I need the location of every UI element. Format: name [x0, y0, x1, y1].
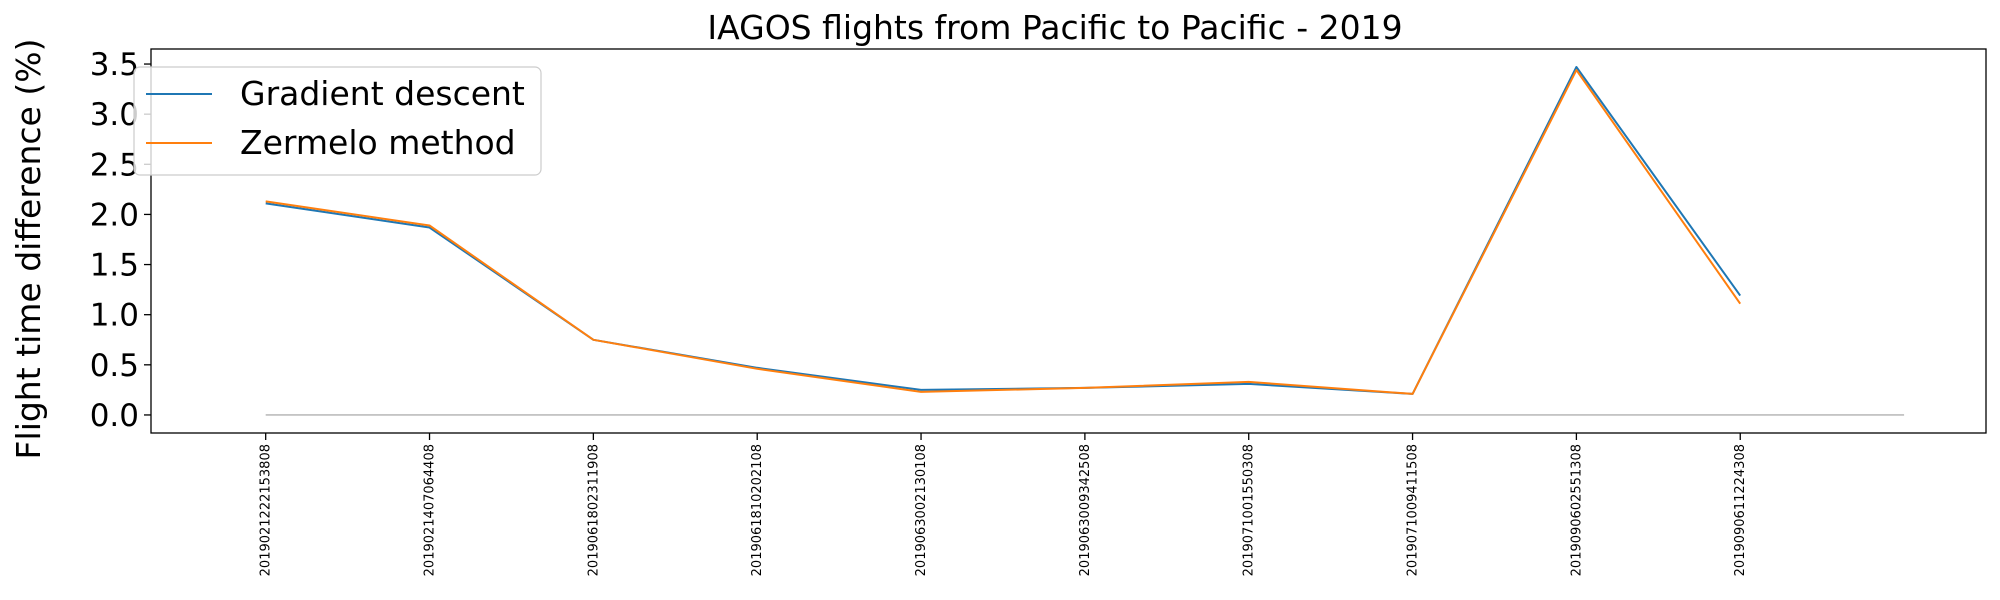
x-tick-label: 2019090611224308 — [1733, 444, 1748, 576]
plot-frame — [150, 48, 1987, 434]
x-tick-label: 2019021407064408 — [423, 444, 438, 576]
legend: Gradient descent Zermelo method — [133, 66, 542, 176]
y-axis-label: Flight time difference (%) — [9, 39, 48, 460]
x-tick-label: 2019071009411508 — [1406, 444, 1421, 576]
plot-area: 0.0 0.5 1.0 1.5 2.0 2.5 3.0 3.5 2019021222153808… — [90, 47, 1987, 576]
y-tick-label: 1.5 — [90, 248, 139, 284]
x-tick-label: 2019061810202108 — [750, 444, 765, 576]
y-tick-label: 3.0 — [90, 97, 139, 133]
y-tick-label: 1.0 — [90, 298, 139, 334]
x-tick-label: 2019090602551308 — [1569, 444, 1584, 576]
legend-box — [133, 66, 542, 176]
y-tick-label: 0.5 — [90, 348, 139, 384]
x-tick-label: 2019063009342508 — [1078, 444, 1093, 576]
legend-label-1: Zermelo method — [240, 123, 516, 162]
x-tick-label: 2019021222153808 — [259, 444, 274, 576]
series-line-1 — [265, 69, 1742, 395]
legend-label-0: Gradient descent — [240, 74, 525, 113]
x-tick-label: 2019063002130108 — [914, 444, 929, 576]
y-tick-label: 0.0 — [90, 398, 139, 434]
x-tick-label: 2019071001550308 — [1242, 444, 1257, 576]
x-tick-label: 2019061802311908 — [586, 444, 601, 576]
y-tick-label: 2.0 — [90, 197, 139, 233]
chart-title: IAGOS flights from Pacific to Pacific - … — [707, 8, 1402, 47]
y-tick-label: 3.5 — [90, 47, 139, 83]
y-tick-label: 2.5 — [90, 147, 139, 183]
